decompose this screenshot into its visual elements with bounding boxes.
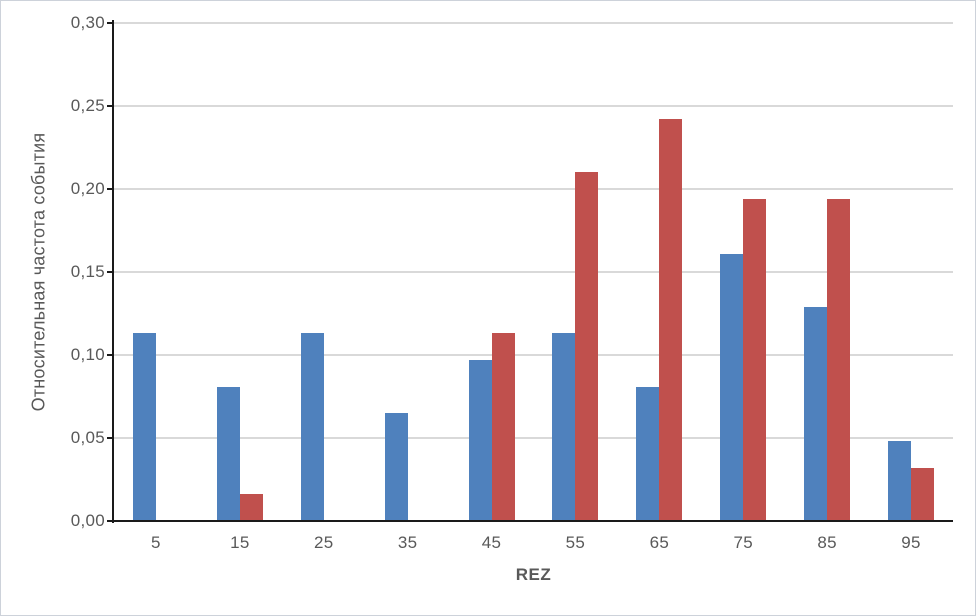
y-tick-label: 0,25 <box>70 96 105 115</box>
x-category-label: 65 <box>649 533 670 552</box>
bar-blue-45 <box>468 359 492 521</box>
gridline <box>114 271 953 273</box>
x-category-label: 5 <box>151 533 161 552</box>
x-category-label: 45 <box>481 533 502 552</box>
x-category-label: 95 <box>901 533 921 552</box>
y-tick-label: 0,15 <box>70 262 105 281</box>
y-axis-tick <box>107 354 114 356</box>
y-axis-tick <box>107 520 114 522</box>
y-axis-line <box>112 20 114 523</box>
y-axis-tick <box>107 188 114 190</box>
y-tick-label: 0,10 <box>70 345 105 364</box>
bar-blue-35 <box>384 413 408 521</box>
bar-blue-65 <box>636 386 660 521</box>
x-category-label: 75 <box>733 533 753 552</box>
x-category-label: 85 <box>817 533 837 552</box>
x-category-label: 25 <box>313 533 334 552</box>
gridline <box>114 105 953 107</box>
gridline <box>114 354 953 356</box>
y-tick-label: 0,30 <box>70 13 105 32</box>
x-category-label: 35 <box>397 533 418 552</box>
gridline <box>114 22 953 24</box>
bar-blue-55 <box>552 333 576 521</box>
x-axis-title: REZ <box>515 565 552 584</box>
bar-blue-75 <box>720 253 744 521</box>
y-axis-tick <box>107 22 114 24</box>
y-tick-label: 0,00 <box>70 511 105 530</box>
bar-blue-5 <box>132 333 156 521</box>
bar-red-15 <box>239 494 263 521</box>
bar-red-55 <box>575 172 599 521</box>
y-tick-label: 0,20 <box>70 179 105 198</box>
y-axis-tick <box>107 271 114 273</box>
x-category-label: 55 <box>565 533 586 552</box>
x-axis-line <box>112 520 953 522</box>
y-axis-tick <box>107 105 114 107</box>
bar-blue-25 <box>300 333 324 521</box>
y-axis-tick <box>107 437 114 439</box>
bar-red-95 <box>911 467 935 521</box>
bar-blue-95 <box>888 441 912 521</box>
bar-blue-85 <box>804 306 828 521</box>
y-tick-label: 0,05 <box>70 428 105 447</box>
x-category-label: 15 <box>230 533 250 552</box>
gridline <box>114 188 953 190</box>
bar-blue-15 <box>216 386 240 521</box>
bar-red-85 <box>827 198 851 521</box>
bar-red-45 <box>491 333 515 521</box>
bar-red-75 <box>743 198 767 521</box>
gridline <box>114 437 953 439</box>
bar-red-65 <box>659 119 683 521</box>
